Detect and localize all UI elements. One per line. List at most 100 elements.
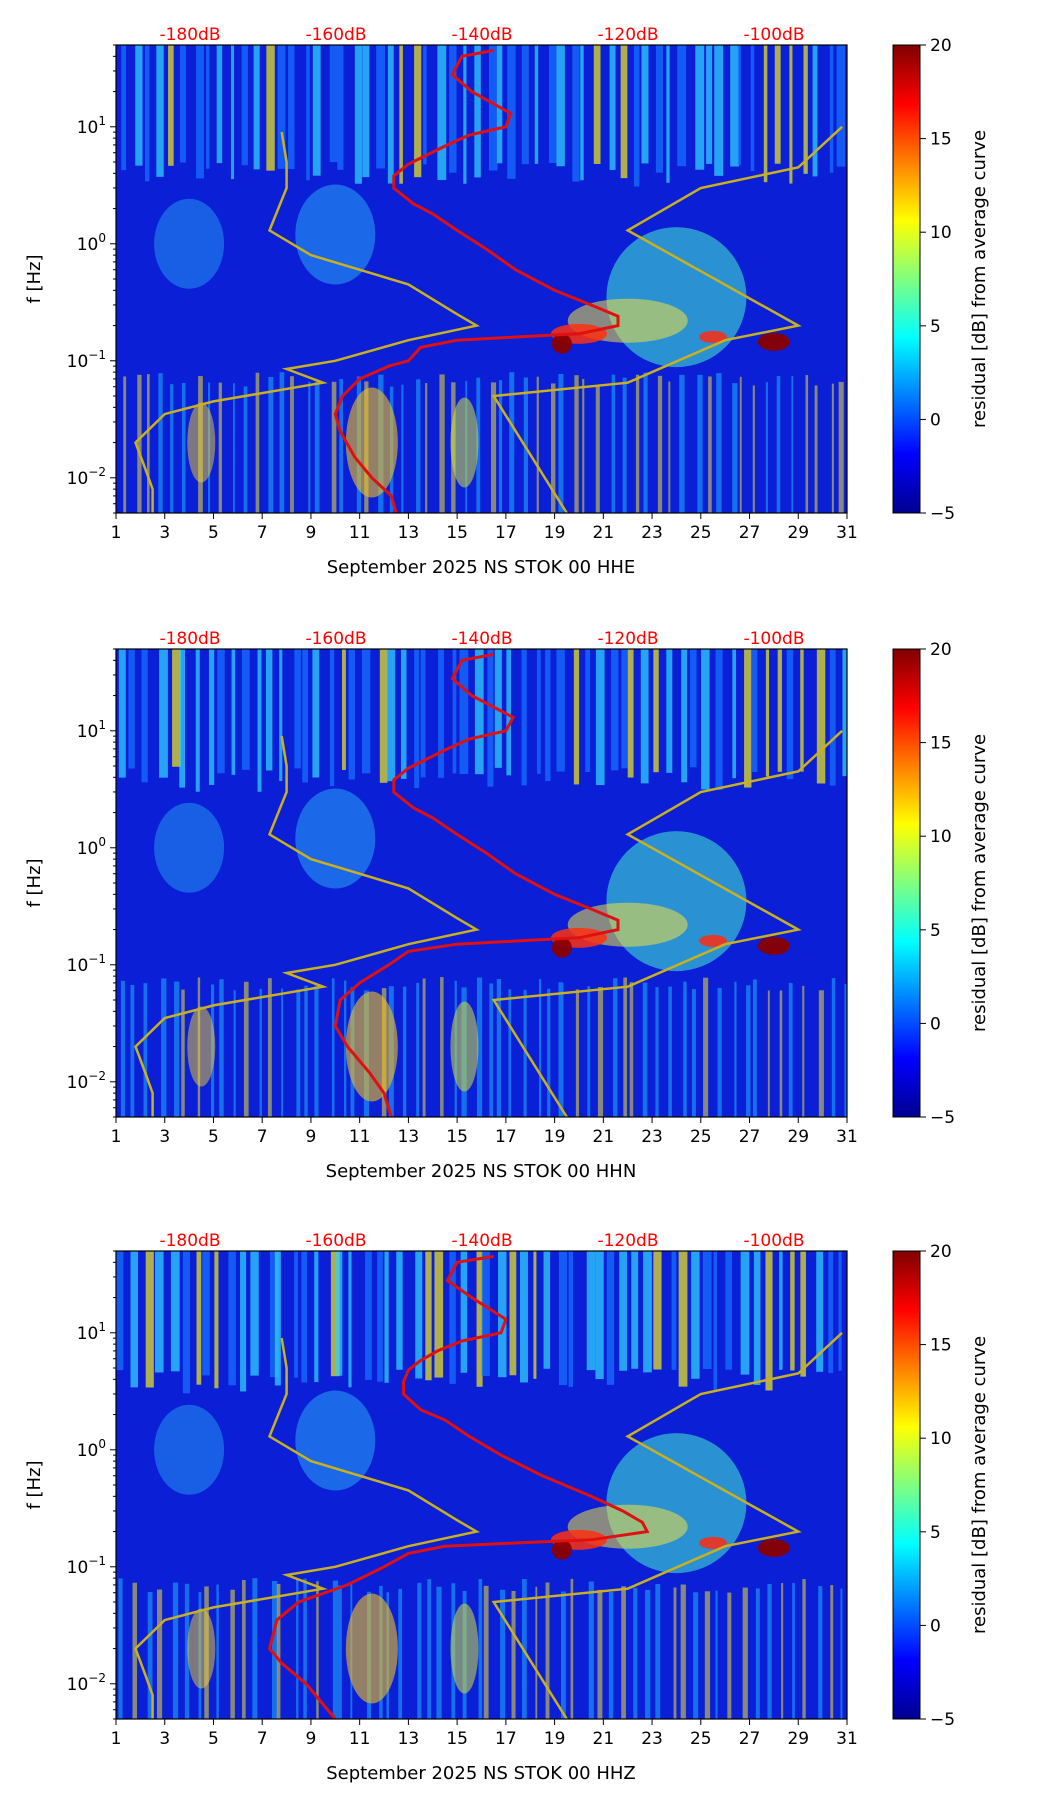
heatmap-cell [154, 1251, 164, 1373]
colorbar-tick-label: 15 [930, 1336, 952, 1356]
heatmap-blob [154, 1404, 225, 1495]
heatmap-cell [279, 649, 283, 782]
heatmap-cell [312, 649, 320, 778]
heatmap-blob [154, 198, 225, 289]
heatmap-cell [805, 375, 809, 513]
heatmap-cell [746, 985, 751, 1117]
heatmap-cell [574, 375, 579, 513]
heatmap-cell [586, 1251, 596, 1371]
heatmap-cell [831, 383, 834, 513]
heatmap-cell [170, 384, 174, 513]
heatmap-cell [156, 45, 164, 177]
heatmap-cell [703, 977, 709, 1117]
heatmap-cell [314, 985, 319, 1117]
heatmap-cell [490, 382, 497, 513]
db-label: -180dB [159, 629, 220, 649]
heatmap-cell [666, 649, 673, 773]
heatmap-cell [476, 977, 483, 1117]
colorbar-axis: 20 15 10 5 0 −5 [920, 36, 955, 524]
heatmap-cell [241, 649, 250, 770]
y-tick-label: 10−1 [67, 952, 106, 976]
heatmap-cell [376, 45, 386, 169]
heatmap-cell [668, 381, 671, 513]
heatmap-cell [331, 381, 337, 513]
heatmap-cell [509, 372, 515, 513]
heatmap-cell [415, 1251, 423, 1379]
heatmap-cell [829, 649, 836, 786]
heatmap-cell [301, 1251, 308, 1383]
model-curve [491, 729, 843, 1117]
heatmap-cell [202, 1251, 210, 1376]
heatmap-blob [606, 227, 747, 368]
heatmap-blobs [154, 1390, 790, 1704]
average-curve [267, 1254, 650, 1719]
heatmap-cell [500, 1589, 506, 1719]
heatmap-blobs [154, 184, 790, 498]
heatmap-cell [608, 1591, 614, 1719]
heatmap-cell [677, 45, 687, 167]
heatmap-cell [417, 1582, 422, 1719]
heatmap-cell [641, 45, 649, 164]
heatmap-cell [336, 1251, 343, 1376]
heatmap-cell [657, 375, 663, 513]
heatmap-cell [216, 45, 223, 164]
heatmap-cell [474, 45, 481, 178]
heatmap-cell [742, 1587, 748, 1719]
x-tick-label: 5 [208, 1729, 219, 1749]
colorbar-tick-label: 0 [930, 1616, 941, 1636]
db-label: -160dB [305, 629, 366, 649]
x-tick-label: 1 [111, 523, 122, 543]
heatmap-cell [128, 649, 135, 769]
heatmap-cell [560, 1591, 566, 1719]
heatmap-cell [463, 45, 467, 184]
heatmap-cell [217, 649, 225, 774]
colorbar-label: residual [dB] from average curve [969, 734, 990, 1032]
heatmap-cell [218, 382, 222, 513]
x-tick-label: 27 [739, 1729, 761, 1749]
heatmap-cell [168, 45, 174, 166]
model-curve [134, 1337, 481, 1719]
heatmap-cell [701, 649, 710, 790]
colorbar-tick-label: 5 [930, 921, 941, 941]
heatmap-cell [790, 1251, 795, 1371]
db-label: -160dB [305, 25, 366, 45]
heatmap-cell [181, 383, 186, 513]
heatmap-cell [580, 45, 584, 181]
colorbar-tick-label: −5 [930, 1710, 955, 1730]
heatmap-cell [573, 649, 580, 785]
heatmap-cell [818, 990, 824, 1117]
heatmap-cell [830, 1585, 834, 1719]
y-tick-label: 101 [77, 1320, 106, 1344]
heatmap-cell [800, 1251, 806, 1377]
heatmap-cell [344, 980, 347, 1117]
heatmap-cell [181, 989, 185, 1117]
x-tick-label: 31 [836, 523, 858, 543]
heatmap-cell [791, 376, 794, 513]
heatmap-cell [233, 990, 236, 1117]
heatmap-cell [196, 45, 205, 179]
heatmap-cell [836, 45, 846, 167]
heatmap-cell [776, 376, 781, 513]
heatmap-cell [556, 649, 565, 772]
heatmap-cell [250, 1251, 259, 1376]
colorbar-tick-label: 0 [930, 410, 941, 430]
heatmap-cell [666, 45, 670, 183]
heatmap-cell [182, 1251, 191, 1394]
x-tick-label: 3 [159, 1127, 170, 1147]
heatmap-cell [818, 1586, 823, 1719]
heatmap-cell [474, 649, 484, 775]
heatmap-cell [348, 1251, 352, 1388]
x-tick-label: 27 [739, 523, 761, 543]
heatmap-cell [252, 1578, 258, 1719]
heatmap-cell [243, 386, 248, 513]
heatmap-cell [812, 45, 818, 177]
x-tick-label: 21 [593, 1127, 615, 1147]
heatmap-cell [533, 1251, 537, 1379]
heatmap-cell [384, 1251, 389, 1383]
heatmap-cell [231, 649, 236, 775]
y-tick-label: 101 [77, 114, 106, 138]
y-axis-title: f [Hz] [24, 254, 45, 303]
heatmap-cell [693, 1592, 699, 1719]
heatmap-cell [802, 1579, 806, 1719]
